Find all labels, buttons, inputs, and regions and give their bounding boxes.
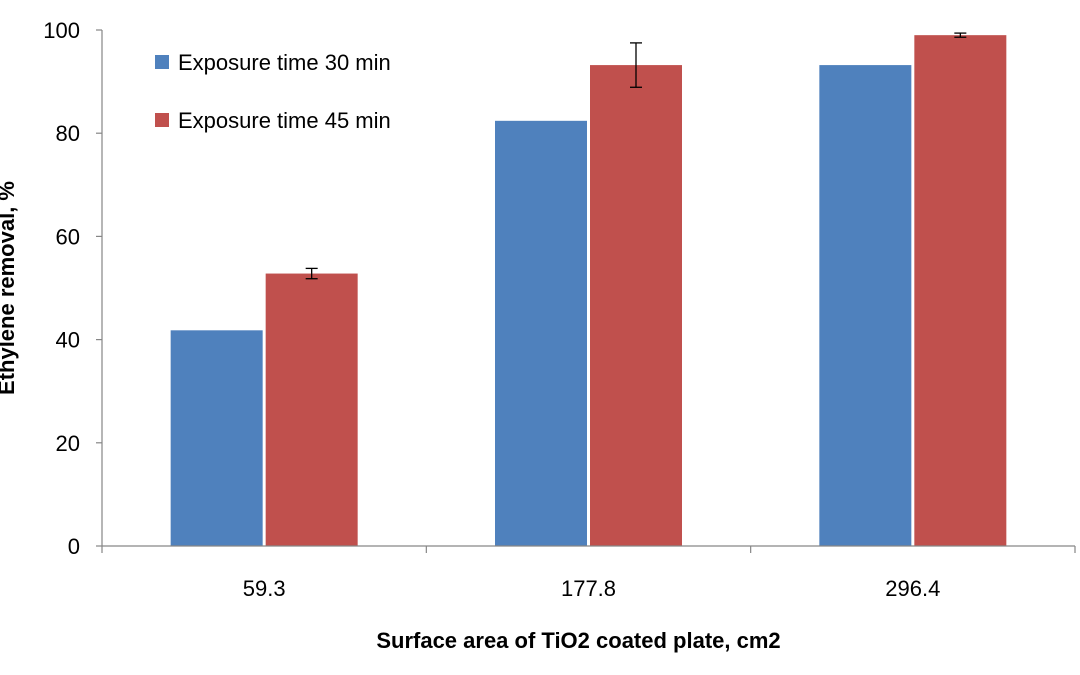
legend-item-45min: Exposure time 45 min [155, 108, 391, 133]
y-tick-label: 20 [56, 431, 80, 456]
x-tick-label: 296.4 [885, 576, 940, 601]
legend-label-30min: Exposure time 30 min [178, 50, 391, 75]
x-ticks-layer: 59.3 177.8 296.4 [101, 546, 1076, 601]
bar-series-0-cat-1 [495, 120, 587, 546]
error-bars-layer [305, 32, 967, 280]
bar-series-0-cat-2 [819, 65, 912, 546]
error-bar-series-1-cat-2 [954, 32, 967, 38]
y-ticks-layer: 0 20 40 60 80 100 [43, 18, 102, 559]
legend-item-30min: Exposure time 30 min [155, 50, 391, 75]
axes-layer [101, 30, 1075, 547]
y-tick-label: 40 [56, 328, 80, 353]
legend-swatch-30min [155, 55, 169, 69]
bar-series-0-cat-0 [170, 330, 263, 546]
bar-series-1-cat-2 [914, 35, 1007, 546]
bar-series-1-cat-1 [590, 65, 682, 546]
error-bar-series-1-cat-0 [305, 267, 318, 280]
y-tick-label: 0 [68, 534, 80, 559]
error-bar-series-1-cat-1 [630, 42, 642, 88]
legend: Exposure time 30 min Exposure time 45 mi… [155, 50, 391, 133]
x-tick-label: 59.3 [243, 576, 286, 601]
x-axis-title: Surface area of TiO2 coated plate, cm2 [376, 628, 780, 653]
x-tick-label: 177.8 [561, 576, 616, 601]
legend-label-45min: Exposure time 45 min [178, 108, 391, 133]
bar-series-1-cat-0 [265, 273, 358, 546]
bars-layer [170, 35, 1007, 546]
y-tick-label: 100 [43, 18, 80, 43]
y-axis-title: Ethylene removal, % [0, 181, 19, 395]
legend-swatch-45min [155, 113, 169, 127]
y-tick-label: 80 [56, 121, 80, 146]
y-tick-label: 60 [56, 224, 80, 249]
